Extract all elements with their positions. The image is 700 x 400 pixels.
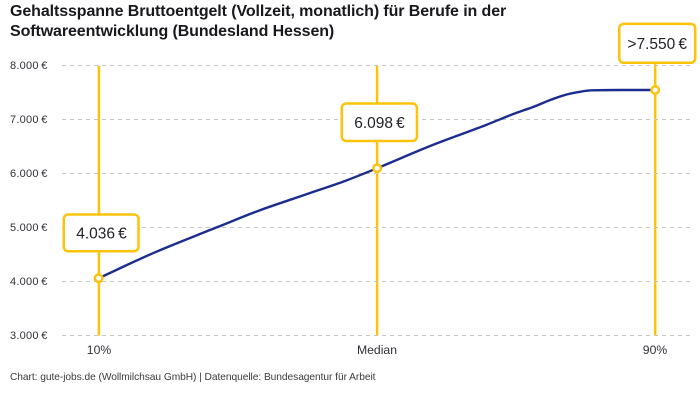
svg-text:90%: 90% [643, 343, 668, 357]
svg-text:6.098 €: 6.098 € [354, 115, 405, 132]
svg-text:4.000 €: 4.000 € [10, 276, 48, 288]
svg-text:3.000 €: 3.000 € [10, 330, 48, 342]
svg-text:6.000 €: 6.000 € [10, 168, 48, 180]
svg-text:4.036 €: 4.036 € [76, 226, 127, 243]
svg-text:7.000 €: 7.000 € [10, 114, 48, 126]
svg-text:Median: Median [357, 343, 397, 357]
svg-text:10%: 10% [87, 343, 112, 357]
svg-text:5.000 €: 5.000 € [10, 222, 48, 234]
svg-text:8.000 €: 8.000 € [10, 60, 48, 72]
svg-text:>7.550 €: >7.550 € [627, 36, 687, 53]
